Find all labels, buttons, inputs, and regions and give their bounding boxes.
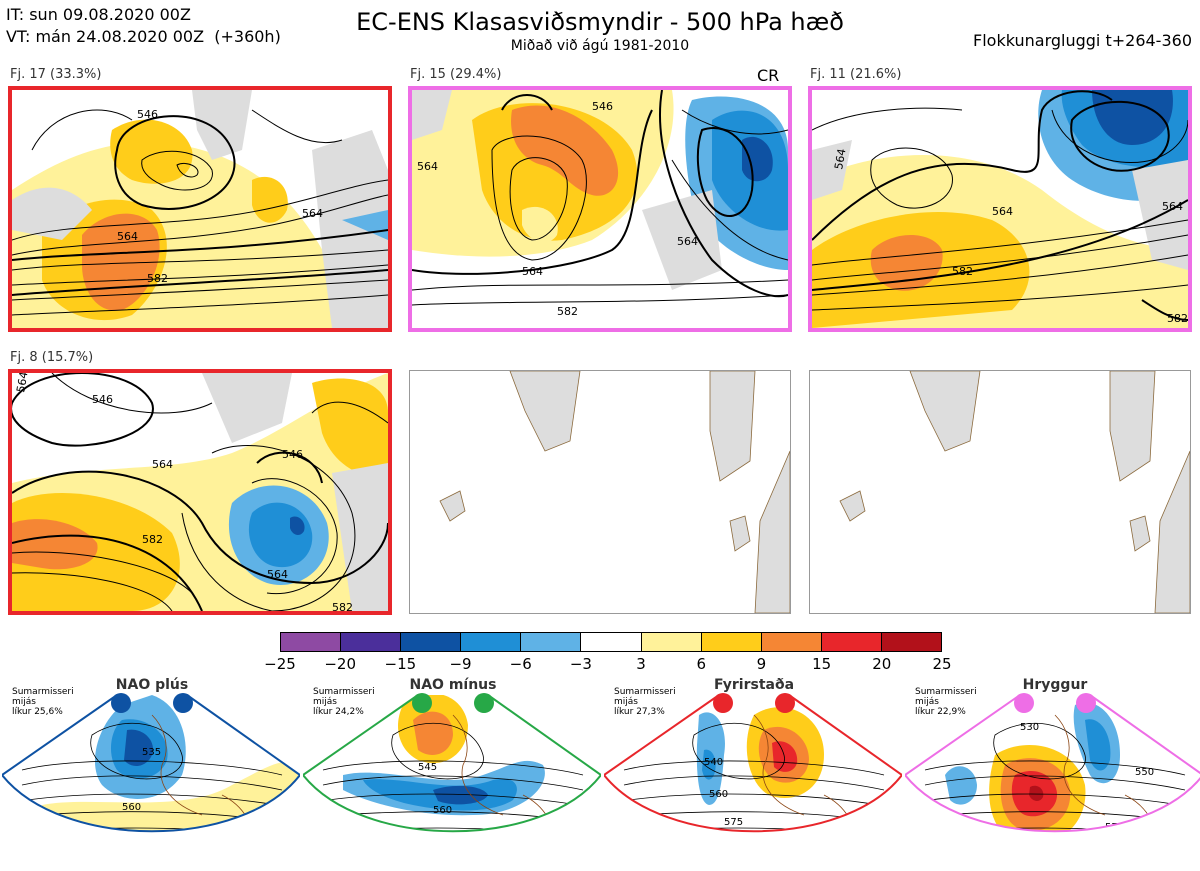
svg-text:540: 540 (704, 757, 723, 768)
classification-window: Flokkunargluggi t+264-360 (973, 31, 1192, 50)
scale-tick-label: −9 (449, 655, 472, 673)
scale-tick-label: 15 (812, 655, 832, 673)
svg-text:564: 564 (302, 207, 323, 220)
cluster-map-3: 564 582 564 564 582 (808, 86, 1192, 332)
regime-probability: Sumarmisseri mijás líkur 25,6% (12, 687, 74, 717)
regime-name: NAO mínus (409, 677, 497, 693)
scale-tick-label: −15 (384, 655, 417, 673)
regime-panel: 535 560 NAO plús Sumarmisseri mijás líkur 2… (2, 675, 300, 869)
regime-map: 535 560 (2, 693, 300, 833)
issue-time: IT: sun 09.08.2020 00Z (6, 5, 191, 24)
svg-text:535: 535 (142, 747, 161, 758)
scale-swatch (760, 633, 821, 651)
scale-swatch (640, 633, 701, 651)
scale-tick-label: −3 (569, 655, 592, 673)
valid-time: VT: mán 24.08.2020 00Z (+360h) (6, 27, 281, 46)
svg-text:564: 564 (832, 148, 848, 171)
svg-text:564: 564 (677, 235, 698, 248)
svg-text:564: 564 (522, 265, 543, 278)
svg-text:582: 582 (332, 601, 353, 611)
svg-text:582: 582 (952, 265, 973, 278)
scale-tick-label: −25 (264, 655, 296, 673)
svg-text:530: 530 (1020, 722, 1039, 733)
cluster-label-1: Fj. 17 (33.3%) (10, 67, 102, 82)
scale-swatch (400, 633, 461, 651)
svg-text:546: 546 (92, 393, 113, 406)
scale-tick-label: 6 (696, 655, 707, 673)
regime-panel: 540 560 575 Fyrirstaða Sumarmisseri mijás lí… (604, 675, 902, 869)
page-subtitle: Miðað við ágú 1981-2010 (510, 38, 690, 54)
svg-text:582: 582 (142, 533, 163, 546)
svg-text:582: 582 (1167, 312, 1188, 325)
cluster-label-3: Fj. 11 (21.6%) (810, 67, 902, 82)
cluster-map-2: 546 564 582 564 564 (408, 86, 792, 332)
svg-text:564: 564 (117, 230, 138, 243)
scale-swatch (820, 633, 881, 651)
color-scale-ticks: −25 −20 −15 −9 −6 −3 3 6 9 15 20 25 (240, 655, 982, 675)
cluster-label-4: Fj. 8 (15.7%) (10, 350, 94, 365)
scale-swatch (880, 633, 942, 651)
scale-tick-label: 3 (636, 655, 646, 673)
svg-text:582: 582 (147, 272, 168, 285)
regime-map: 540 560 575 (604, 693, 902, 833)
svg-text:564: 564 (14, 373, 30, 394)
svg-text:560: 560 (122, 802, 141, 813)
empty-map-5 (409, 370, 791, 614)
svg-text:546: 546 (282, 448, 303, 461)
scale-swatch (700, 633, 761, 651)
scale-tick-label: 25 (932, 655, 952, 673)
svg-text:560: 560 (709, 789, 728, 800)
regime-probability: Sumarmisseri mijás líkur 24,2% (313, 687, 375, 717)
scale-swatch (580, 633, 641, 651)
svg-text:546: 546 (592, 100, 613, 113)
regime-panel: 530 550 575 Hryggur Sumarmisseri mijás líkur… (905, 675, 1200, 869)
empty-map-6 (809, 370, 1191, 614)
regime-probability: Sumarmisseri mijás líkur 27,3% (614, 687, 676, 717)
svg-text:564: 564 (267, 568, 288, 581)
svg-text:564: 564 (152, 458, 173, 471)
svg-text:575: 575 (724, 817, 743, 828)
svg-text:575: 575 (443, 835, 462, 846)
regime-name: Fyrirstaða (713, 677, 795, 693)
svg-text:550: 550 (1135, 767, 1154, 778)
scale-tick-label: 20 (872, 655, 892, 673)
regime-map: 545 560 575 (303, 693, 601, 846)
regime-probability: Sumarmisseri mijás líkur 22,9% (915, 687, 977, 717)
control-run-tag: CR (757, 66, 780, 85)
svg-text:546: 546 (137, 108, 158, 121)
svg-text:564: 564 (992, 205, 1013, 218)
regime-name: NAO plús (115, 677, 189, 693)
regime-panel: 545 560 575 NAO mínus Sumarmisseri mijás lík… (303, 675, 601, 869)
cluster-map-4: 546 564 582 546 564 564 582 (8, 369, 392, 615)
scale-swatch (340, 633, 401, 651)
scale-tick-label: −20 (324, 655, 356, 673)
svg-text:564: 564 (1162, 200, 1183, 213)
color-scale (280, 632, 942, 652)
cluster-map-1: 546 564 582 564 (8, 86, 392, 332)
page-title: EC-ENS Klasasviðsmyndir - 500 hPa hæð (356, 8, 844, 36)
regime-name: Hryggur (1022, 677, 1088, 693)
scale-tick-label: 9 (756, 655, 767, 673)
svg-text:560: 560 (433, 805, 452, 816)
cluster-label-2: Fj. 15 (29.4%) (410, 67, 502, 82)
scale-tick-label: −6 (509, 655, 532, 673)
svg-text:582: 582 (557, 305, 578, 318)
svg-text:545: 545 (418, 762, 437, 773)
scale-swatch (460, 633, 521, 651)
scale-swatch (281, 633, 341, 651)
scale-swatch (520, 633, 581, 651)
svg-text:564: 564 (417, 160, 438, 173)
